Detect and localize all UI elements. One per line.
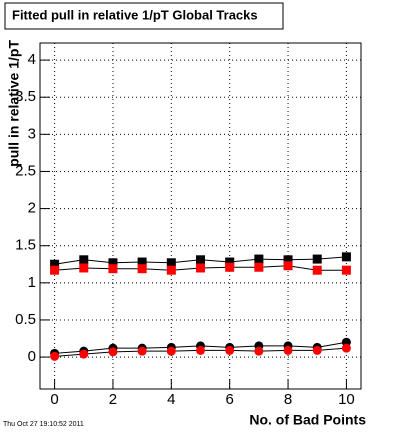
y-tick-label: 4 — [28, 51, 36, 68]
point — [254, 262, 264, 272]
y-tick-label: 1 — [28, 274, 36, 291]
point — [108, 264, 118, 274]
y-tick-label: 2.5 — [15, 162, 36, 179]
point — [137, 346, 147, 356]
point — [196, 345, 205, 355]
point — [166, 346, 176, 356]
point — [50, 351, 60, 361]
x-tick-label: 4 — [167, 391, 175, 408]
point — [254, 346, 264, 356]
timestamp: Thu Oct 27 19:10:52 2011 — [3, 421, 84, 428]
x-tick-label: 8 — [284, 391, 292, 408]
point — [79, 349, 89, 359]
point — [283, 261, 293, 271]
x-tick-label: 0 — [50, 391, 58, 408]
y-tick-label: 3 — [28, 125, 36, 142]
point — [196, 255, 205, 265]
y-tick-label: 0 — [28, 348, 36, 365]
point — [79, 263, 89, 273]
point — [166, 265, 176, 275]
point — [225, 345, 235, 355]
point — [283, 255, 293, 265]
point — [137, 257, 147, 267]
title-box — [4, 2, 284, 30]
point — [196, 263, 205, 273]
point — [225, 262, 235, 272]
x-tick-label: 10 — [338, 391, 355, 408]
point — [312, 265, 322, 275]
x-tick-label: 6 — [226, 391, 234, 408]
point — [341, 265, 351, 275]
y-tick-label: 3.5 — [15, 88, 36, 105]
point — [50, 265, 60, 275]
point — [137, 264, 147, 274]
point — [225, 257, 235, 267]
point — [283, 345, 293, 355]
point — [254, 254, 264, 264]
y-tick-label: 0.5 — [15, 311, 36, 328]
point — [108, 258, 118, 268]
y-axis-label: pull in relative 1/pT — [6, 40, 22, 167]
point — [50, 259, 60, 269]
point — [108, 347, 118, 357]
chart-title: Fitted pull in relative 1/pT Global Trac… — [12, 7, 258, 22]
point — [341, 252, 351, 262]
x-axis-label: No. of Bad Points — [249, 412, 366, 428]
plot-frame — [39, 42, 362, 390]
point — [79, 255, 89, 265]
x-tick-label: 2 — [109, 391, 117, 408]
point — [166, 258, 176, 268]
point — [312, 254, 322, 264]
point — [341, 343, 351, 353]
y-tick-label: 1.5 — [15, 237, 36, 254]
y-tick-label: 2 — [28, 200, 36, 217]
point — [312, 345, 322, 355]
